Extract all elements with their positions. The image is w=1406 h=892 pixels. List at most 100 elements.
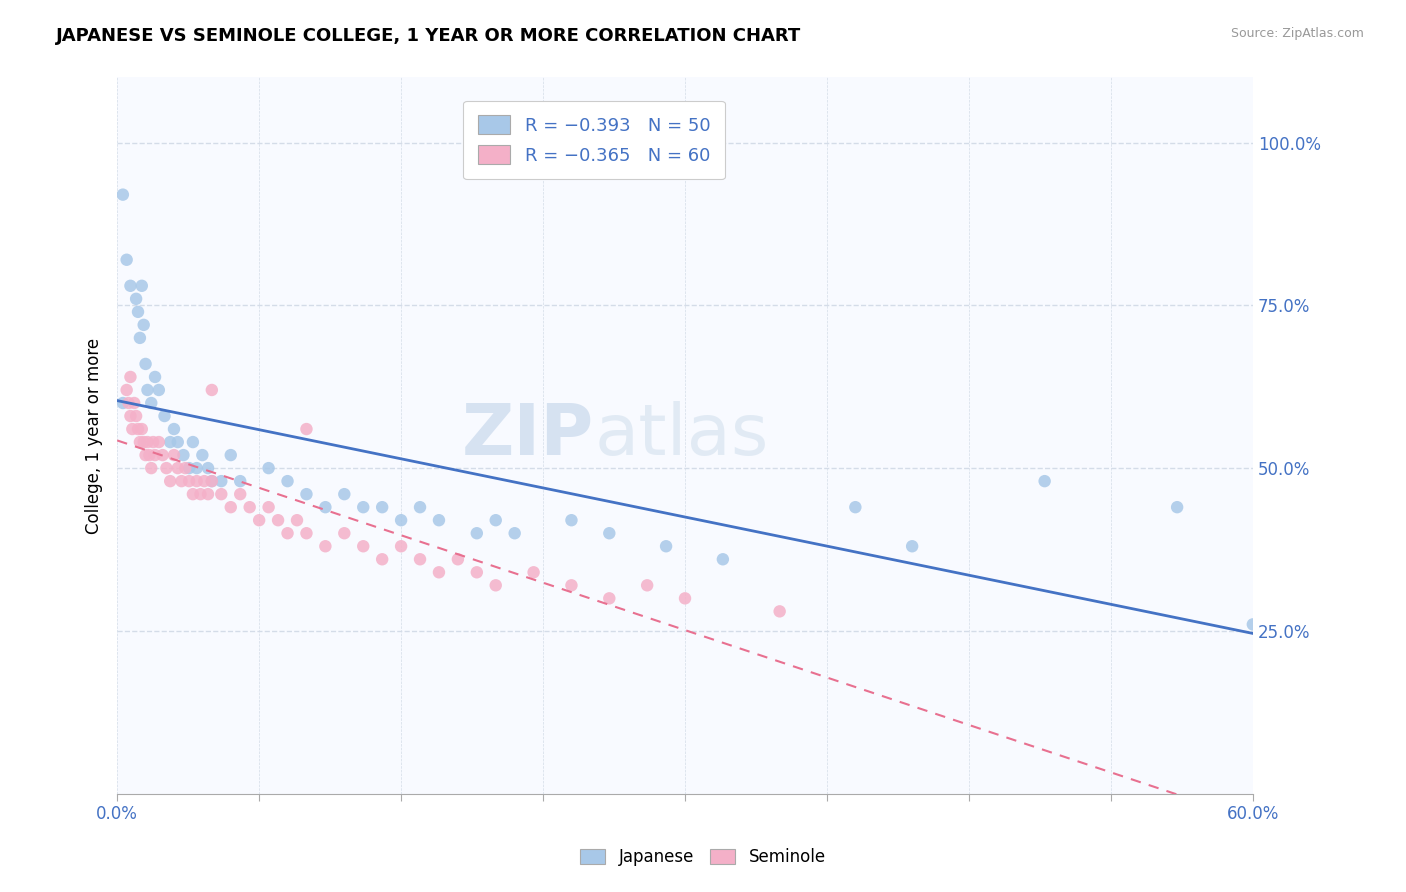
Point: [181, 435, 204, 450]
Point: [111, 187, 134, 202]
Text: JAPANESE VS SEMINOLE COLLEGE, 1 YEAR OR MORE CORRELATION CHART: JAPANESE VS SEMINOLE COLLEGE, 1 YEAR OR …: [56, 27, 801, 45]
Point: [191, 448, 214, 462]
Point: [170, 474, 193, 488]
Point: [901, 539, 924, 553]
Point: [427, 513, 450, 527]
Point: [163, 448, 186, 462]
Point: [186, 474, 208, 488]
Point: [121, 422, 143, 436]
Point: [209, 487, 232, 501]
Point: [148, 435, 170, 450]
Point: [229, 474, 252, 488]
Point: [655, 539, 678, 553]
Point: [503, 526, 526, 541]
Point: [427, 566, 450, 580]
Point: [174, 461, 197, 475]
Point: [389, 513, 412, 527]
Point: [314, 500, 336, 515]
Point: [197, 461, 219, 475]
Point: [201, 383, 224, 397]
Point: [267, 513, 290, 527]
Point: [1033, 474, 1056, 488]
Point: [141, 396, 163, 410]
Point: [295, 422, 318, 436]
Point: [142, 435, 165, 450]
Point: [120, 409, 142, 423]
Point: [135, 357, 157, 371]
Point: [125, 409, 148, 423]
Point: [131, 278, 153, 293]
Point: [371, 500, 394, 515]
Point: [636, 578, 658, 592]
Point: [209, 474, 232, 488]
Point: [409, 552, 432, 566]
Point: [181, 487, 204, 501]
Point: [201, 474, 224, 488]
Point: [166, 461, 188, 475]
Point: [844, 500, 866, 515]
Point: [186, 461, 208, 475]
Point: [295, 487, 318, 501]
Point: [120, 278, 142, 293]
Point: [163, 422, 186, 436]
Point: [371, 552, 394, 566]
Point: [314, 539, 336, 553]
Point: [179, 474, 201, 488]
Point: [598, 591, 620, 606]
Text: Source: ZipAtlas.com: Source: ZipAtlas.com: [1230, 27, 1364, 40]
Point: [153, 409, 176, 423]
Point: [136, 435, 159, 450]
Point: [1166, 500, 1188, 515]
Point: [155, 461, 177, 475]
Point: [447, 552, 470, 566]
Point: [152, 448, 174, 462]
Point: [125, 292, 148, 306]
Point: [148, 383, 170, 397]
Point: [333, 487, 356, 501]
Point: [138, 448, 160, 462]
Text: atlas: atlas: [595, 401, 769, 470]
Point: [352, 539, 374, 553]
Point: [117, 396, 139, 410]
Point: [132, 318, 155, 332]
Point: [197, 487, 219, 501]
Point: [172, 448, 194, 462]
Point: [333, 526, 356, 541]
Point: [143, 370, 166, 384]
Point: [409, 500, 432, 515]
Point: [129, 435, 152, 450]
Point: [115, 383, 138, 397]
Point: [122, 396, 145, 410]
Point: [166, 435, 188, 450]
Point: [711, 552, 734, 566]
Point: [485, 578, 508, 592]
Point: [219, 500, 242, 515]
Point: [560, 513, 582, 527]
Point: [201, 474, 224, 488]
Point: [159, 435, 181, 450]
Y-axis label: College, 1 year or more: College, 1 year or more: [86, 337, 103, 533]
Point: [127, 305, 149, 319]
Text: ZIP: ZIP: [463, 401, 595, 470]
Point: [257, 461, 280, 475]
Point: [277, 526, 299, 541]
Point: [219, 448, 242, 462]
Point: [465, 566, 488, 580]
Point: [190, 487, 212, 501]
Point: [229, 487, 252, 501]
Point: [560, 578, 582, 592]
Point: [277, 474, 299, 488]
Point: [239, 500, 262, 515]
Point: [135, 448, 157, 462]
Point: [247, 513, 270, 527]
Point: [523, 566, 546, 580]
Point: [115, 252, 138, 267]
Point: [120, 370, 142, 384]
Legend: Japanese, Seminole: Japanese, Seminole: [572, 840, 834, 875]
Point: [159, 474, 181, 488]
Point: [132, 435, 155, 450]
Point: [136, 383, 159, 397]
Point: [131, 422, 153, 436]
Point: [389, 539, 412, 553]
Legend: R = −0.393   N = 50, R = −0.365   N = 60: R = −0.393 N = 50, R = −0.365 N = 60: [464, 101, 725, 179]
